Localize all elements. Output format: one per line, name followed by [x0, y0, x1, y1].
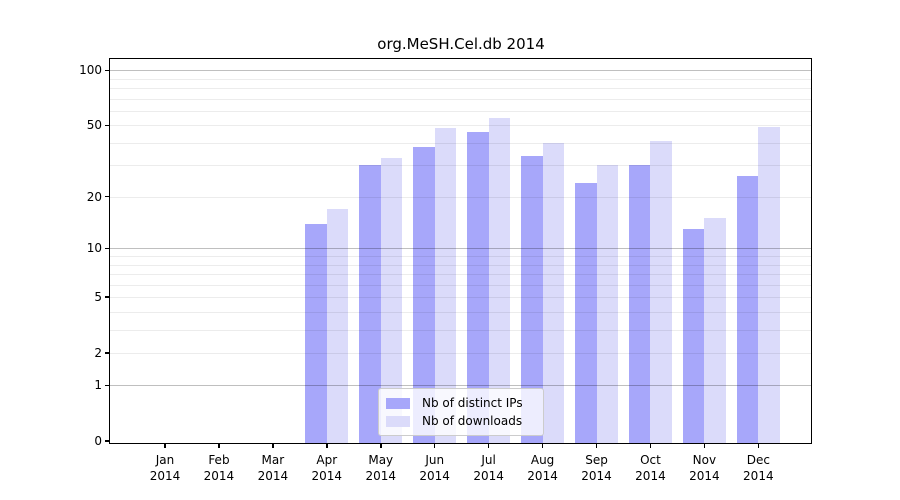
bar-distinct-ips-apr — [305, 223, 327, 444]
x-tick-year-mar: 2014 — [257, 469, 289, 483]
x-tick-year-dec: 2014 — [743, 469, 774, 483]
y-tick-label-1: 1 — [94, 378, 102, 393]
legend: Nb of distinct IPs Nb of downloads — [378, 388, 544, 436]
bar-distinct-ips-sep — [575, 182, 597, 444]
y-tick-mark-50 — [105, 124, 109, 127]
legend-swatch-downloads — [386, 415, 410, 427]
x-tick-label-jul: Jul 2014 — [459, 452, 519, 484]
x-tick-year-nov: 2014 — [689, 469, 720, 483]
bar-downloads-sep — [596, 165, 618, 444]
x-tick-mark-jul — [487, 444, 490, 448]
legend-item-distinct-ips: Nb of distinct IPs — [386, 395, 535, 411]
x-tick-year-may: 2014 — [365, 469, 397, 483]
x-tick-year-aug: 2014 — [527, 469, 558, 483]
legend-swatch-distinct-ips — [386, 397, 410, 409]
x-tick-year-feb: 2014 — [203, 469, 235, 483]
x-tick-mark-aug — [541, 444, 544, 448]
x-tick-year-apr: 2014 — [311, 469, 343, 483]
x-tick-label-apr: Apr 2014 — [297, 452, 357, 484]
bar-distinct-ips-jun — [413, 146, 435, 444]
x-tick-mark-apr — [326, 444, 328, 448]
legend-label-downloads: Nb of downloads — [422, 414, 523, 428]
legend-item-downloads: Nb of downloads — [386, 413, 535, 429]
x-tick-mark-sep — [595, 444, 598, 448]
bar-downloads-apr — [326, 208, 349, 444]
x-tick-label-jan: Jan 2014 — [135, 452, 195, 484]
bar-distinct-ips-aug — [521, 155, 543, 444]
y-tick-label-0: 0 — [94, 434, 102, 448]
x-tick-label-jun: Jun 2014 — [405, 452, 465, 484]
y-tick-mark-20 — [105, 195, 109, 198]
bar-downloads-jul — [488, 117, 511, 444]
x-tick-mark-jun — [433, 444, 436, 448]
bar-distinct-ips-jul — [467, 131, 489, 444]
x-tick-label-aug: Aug 2014 — [513, 452, 573, 484]
bar-distinct-ips-oct — [629, 165, 651, 444]
bar-downloads-oct — [650, 140, 672, 444]
y-tick-label-2: 2 — [94, 345, 102, 360]
x-tick-label-nov: Nov 2014 — [674, 452, 734, 484]
y-tick-label-10: 10 — [86, 241, 102, 256]
bar-distinct-ips-may — [359, 165, 381, 444]
chart-title: org.MeSH.Cel.db 2014 — [377, 35, 545, 53]
x-tick-label-mar: Mar 2014 — [243, 452, 303, 484]
y-tick-label-100: 100 — [79, 63, 102, 78]
x-tick-mark-nov — [703, 444, 706, 448]
x-tick-mark-feb — [218, 444, 220, 448]
bar-distinct-ips-nov — [683, 229, 705, 444]
y-tick-label-50: 50 — [86, 118, 102, 133]
bar-downloads-dec — [758, 126, 780, 444]
bar-distinct-ips-dec — [736, 176, 759, 444]
x-tick-mark-jan — [164, 444, 166, 448]
x-tick-year-oct: 2014 — [635, 469, 666, 483]
bar-downloads-nov — [704, 218, 726, 444]
x-tick-mark-dec — [757, 444, 760, 448]
x-tick-year-jun: 2014 — [419, 469, 450, 483]
y-tick-mark-2 — [105, 352, 109, 354]
bar-downloads-aug — [542, 142, 564, 444]
y-tick-mark-1 — [105, 384, 109, 387]
bar-downloads-may — [380, 157, 403, 444]
x-tick-mark-mar — [272, 444, 274, 448]
x-tick-label-may: May 2014 — [351, 452, 411, 484]
y-tick-mark-0 — [105, 440, 109, 442]
x-tick-label-sep: Sep 2014 — [567, 452, 627, 484]
x-tick-label-dec: Dec 2014 — [728, 452, 788, 484]
x-tick-mark-may — [380, 444, 382, 448]
bar-downloads-jun — [434, 128, 457, 444]
legend-label-distinct-ips: Nb of distinct IPs — [422, 396, 523, 410]
y-tick-label-5: 5 — [94, 290, 102, 305]
y-tick-mark-10 — [105, 247, 109, 250]
bars-layer — [110, 59, 812, 444]
x-tick-mark-oct — [649, 444, 652, 448]
y-tick-mark-100 — [105, 69, 109, 72]
x-tick-year-sep: 2014 — [581, 469, 612, 483]
y-tick-mark-5 — [105, 296, 109, 298]
x-tick-label-feb: Feb 2014 — [189, 452, 249, 484]
y-tick-label-20: 20 — [86, 189, 102, 204]
x-tick-label-oct: Oct 2014 — [620, 452, 680, 484]
x-tick-year-jan: 2014 — [149, 469, 181, 483]
x-tick-year-jul: 2014 — [473, 469, 504, 483]
